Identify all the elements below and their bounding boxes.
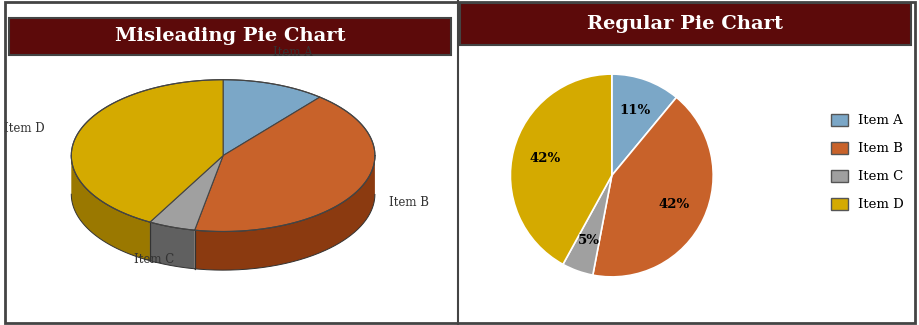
Text: Item B: Item B — [388, 196, 428, 209]
Text: 5%: 5% — [577, 234, 599, 247]
Legend: Item A, Item B, Item C, Item D: Item A, Item B, Item C, Item D — [830, 114, 903, 211]
Polygon shape — [72, 80, 223, 222]
Polygon shape — [195, 156, 374, 270]
Wedge shape — [611, 74, 675, 176]
Polygon shape — [150, 156, 223, 230]
Wedge shape — [592, 98, 712, 277]
Text: 42%: 42% — [658, 198, 689, 211]
Wedge shape — [562, 176, 611, 275]
Text: 11%: 11% — [618, 104, 650, 117]
Text: Item C: Item C — [133, 253, 174, 266]
Polygon shape — [223, 80, 320, 156]
Polygon shape — [150, 222, 195, 269]
FancyBboxPatch shape — [9, 18, 450, 55]
Text: Item D: Item D — [5, 122, 45, 135]
FancyBboxPatch shape — [460, 3, 910, 45]
Polygon shape — [72, 156, 150, 261]
Polygon shape — [195, 97, 374, 231]
Text: Misleading Pie Chart: Misleading Pie Chart — [115, 27, 345, 46]
Text: Item A: Item A — [272, 46, 312, 58]
Wedge shape — [510, 74, 611, 264]
Text: 42%: 42% — [528, 152, 560, 165]
Text: Regular Pie Chart: Regular Pie Chart — [586, 15, 783, 33]
